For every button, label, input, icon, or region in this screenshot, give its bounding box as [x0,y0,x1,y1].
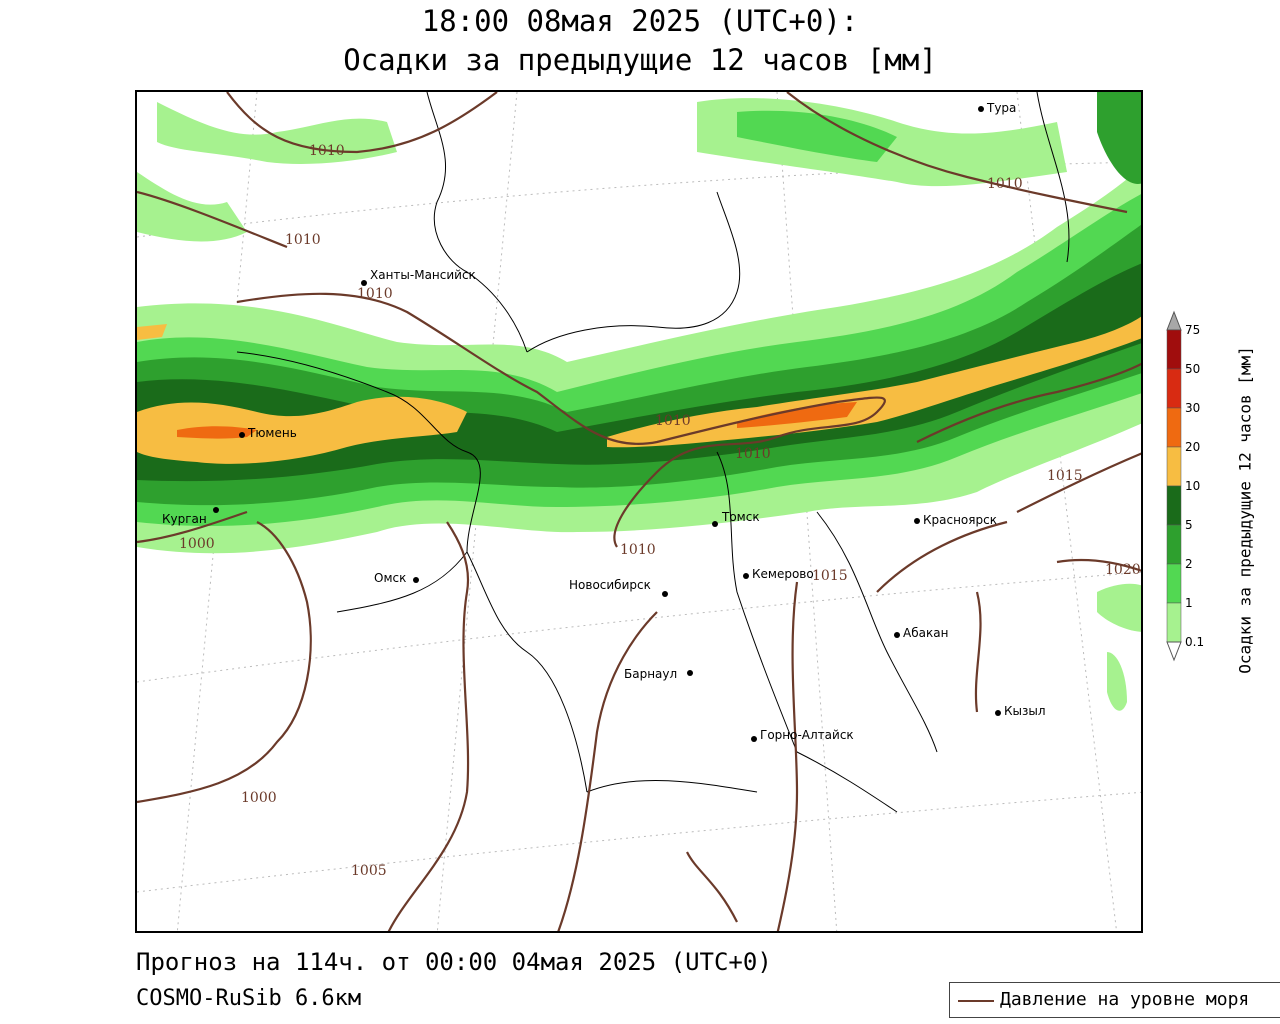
isobar-label: 1010 [735,446,771,462]
colorbar-tick-label: 1 [1185,596,1193,610]
colorbar-max-triangle [1166,310,1182,331]
isobar-label: 1010 [285,232,321,248]
city-label: Тюмень [247,426,297,440]
precip-colorbar: 0.1 1 2 5 10 20 30 50 75 [1166,310,1204,662]
city-tura[interactable]: Тура [978,101,1016,115]
city-omsk[interactable]: Омск [374,571,419,585]
map-title-time: 18:00 08мая 2025 (UTC+0): [421,4,859,38]
precipitation-map: 1010 1010 1010 1010 1010 1010 1010 1000 … [135,90,1143,933]
model-name: COSMO-RuSib 6.6км [136,986,362,1011]
isobar-label: 1000 [241,790,277,806]
isobar-label: 1000 [179,536,215,552]
city-label: Абакан [903,626,948,640]
colorbar-segment [1166,602,1182,643]
precip-red [177,402,857,439]
colorbar-tick-label: 30 [1185,401,1200,415]
isobar-label: 1020 [1105,562,1141,578]
city-barnaul[interactable]: Барнаул [624,667,693,681]
colorbar-min-triangle [1166,641,1182,662]
colorbar-segment [1166,563,1182,604]
city-novosibirsk[interactable]: Новосибирск [569,578,668,597]
isobar-legend-label: Давление на уровне моря [1000,989,1250,1010]
city-label: Омск [374,571,406,585]
isobar-label: 1015 [812,568,848,584]
isobar-label: 1010 [357,286,393,302]
colorbar-tick-label: 2 [1185,557,1193,571]
city-kurgan[interactable]: Курган [162,507,219,526]
colorbar-segment [1166,407,1182,448]
colorbar-segment [1166,446,1182,487]
colorbar-tick-label: 75 [1185,323,1200,337]
precip-orange [137,316,1141,464]
city-label: Курган [162,512,207,526]
city-kemerovo[interactable]: Кемерово [743,567,814,581]
map-canvas: 1010 1010 1010 1010 1010 1010 1010 1000 … [137,92,1141,931]
cities: Тура Ханты-Мансийск Тюмень Курган Омск Н… [162,101,1046,742]
city-kyzyl[interactable]: Кызыл [995,704,1046,718]
isobar-label: 1005 [351,863,387,879]
colorbar-segment [1166,329,1182,370]
city-khanty-mansiysk[interactable]: Ханты-Мансийск [361,268,476,286]
forecast-info: Прогноз на 114ч. от 00:00 04мая 2025 (UT… [136,948,772,976]
colorbar-tick-label: 5 [1185,518,1193,532]
city-gorno-altaysk[interactable]: Горно-Алтайск [751,728,854,742]
city-label: Томск [721,510,760,524]
city-label: Барнаул [624,667,677,681]
colorbar-segment [1166,485,1182,526]
colorbar-title-text: Осадки за предыдущие 12 часов [мм] [1235,346,1255,674]
colorbar-tick-label: 10 [1185,479,1200,493]
isobar-label: 1010 [987,176,1023,192]
isobars [137,92,1141,931]
city-label: Новосибирск [569,578,651,592]
city-label: Красноярск [923,513,997,527]
isobar-label: 1010 [309,143,345,159]
city-krasnoyarsk[interactable]: Красноярск [914,513,997,527]
colorbar-segment [1166,368,1182,409]
city-label: Горно-Алтайск [760,728,854,742]
city-label: Ханты-Мансийск [370,268,476,282]
colorbar-boxes [1166,310,1182,662]
city-label: Кызыл [1004,704,1046,718]
isobar-legend-line [958,1000,994,1002]
map-title-variable: Осадки за предыдущие 12 часов [мм] [343,43,937,77]
isobar-label: 1010 [620,542,656,558]
colorbar-tick-label: 0.1 [1185,635,1204,649]
city-tomsk[interactable]: Томск [712,510,760,527]
city-label: Кемерово [752,567,814,581]
isobar-labels: 1010 1010 1010 1010 1010 1010 1010 1000 … [179,143,1141,879]
region-borders [236,92,1070,813]
isobar-label: 1010 [655,413,691,429]
city-tyumen[interactable]: Тюмень [239,426,297,440]
colorbar-segment [1166,524,1182,565]
colorbar-labels: 0.1 1 2 5 10 20 30 50 75 [1185,323,1204,649]
isobar-label: 1015 [1047,468,1083,484]
isobar-legend: Давление на уровне моря [949,982,1280,1018]
city-label: Тура [986,101,1016,115]
colorbar-tick-label: 20 [1185,440,1200,454]
colorbar-tick-label: 50 [1185,362,1200,376]
city-abakan[interactable]: Абакан [894,626,948,640]
